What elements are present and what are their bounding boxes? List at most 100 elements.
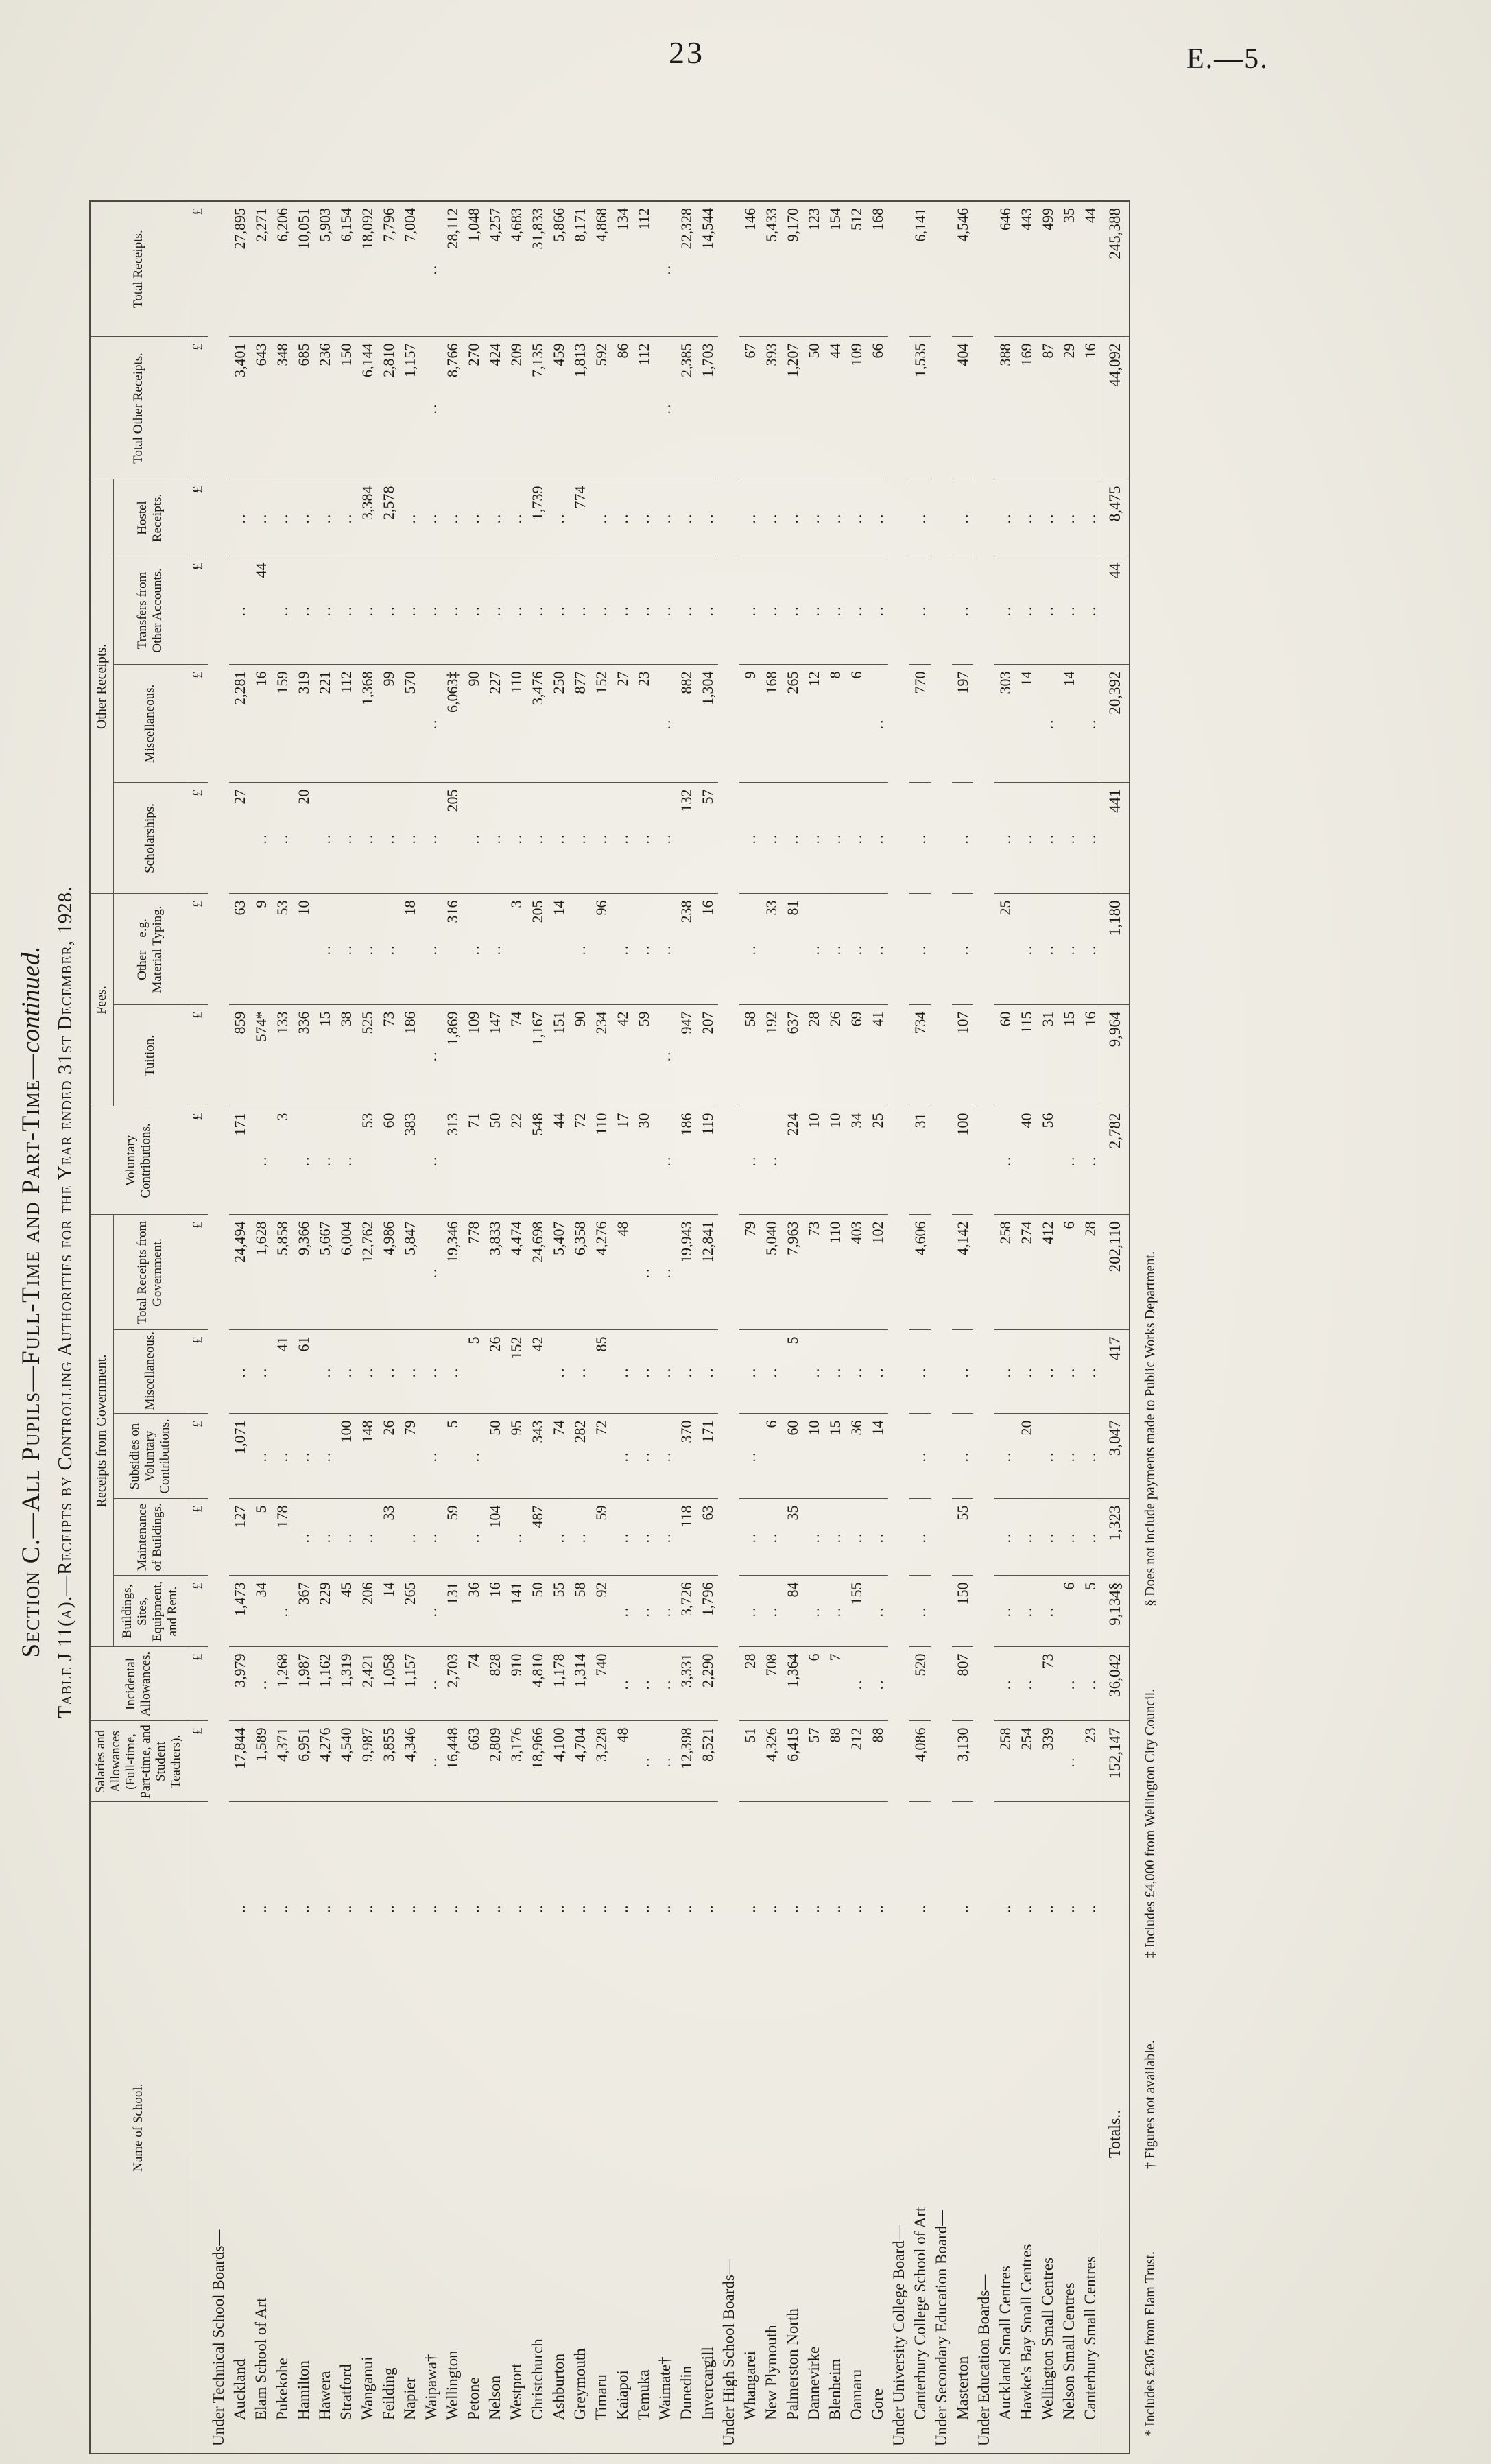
- cell-total-other: 87: [1037, 336, 1059, 479]
- cell-misc-other: 159: [272, 664, 294, 783]
- table-header: Name of School. Salaries and Allowances …: [90, 200, 187, 2454]
- cell-total-govt: 7,963: [782, 1215, 804, 1330]
- school-name: Feilding..: [378, 1802, 400, 2454]
- cell-fees-other: ..: [654, 893, 676, 1005]
- cell-subsidies: 15: [824, 1414, 846, 1499]
- cell-subsidies: ..: [1037, 1414, 1059, 1499]
- cell-buildings: 367: [293, 1576, 315, 1647]
- cell-total-govt: ..: [420, 1215, 442, 1330]
- cell-total-govt: 6: [1058, 1215, 1080, 1330]
- school-name-text: Feilding: [379, 2367, 397, 2420]
- cell-fees-other: ..: [909, 893, 931, 1005]
- dot-leader: ..: [358, 1905, 376, 1914]
- cell-total-govt: 24,698: [527, 1215, 549, 1330]
- school-name: Gore..: [867, 1802, 889, 2454]
- cell-salaries: 3,855: [378, 1721, 400, 1802]
- cell-misc-other: 877: [569, 664, 591, 783]
- school-row: Dunedin.. 12,398 3,331 3,726 118 370.. 19,943 1…: [676, 200, 697, 2454]
- cell-hostel: ..: [654, 479, 676, 556]
- school-name-wrap: Hawera..: [316, 1803, 334, 2421]
- cell-total-other: 2,385: [676, 336, 697, 479]
- cell-tuition: 859: [229, 1005, 251, 1106]
- cell-voluntary: 17: [612, 1106, 634, 1215]
- cell-scholarships: ..: [591, 782, 612, 894]
- school-name-text: Palmerston North: [783, 2308, 801, 2420]
- cell-incidental: 36,042: [1101, 1647, 1130, 1721]
- cell-maintenance: 487: [527, 1499, 549, 1576]
- cell-hostel: ..: [484, 479, 506, 556]
- dot-leader: ..: [592, 1905, 610, 1914]
- school-name-text: Petone: [464, 2377, 482, 2420]
- cell-subsidies: ..: [654, 1414, 676, 1499]
- cell-misc-govt: 26: [484, 1330, 506, 1414]
- cell-fees-other: ..: [803, 893, 825, 1005]
- cell-salaries: 2,809: [484, 1721, 506, 1802]
- currency-symbol-hostel: £: [187, 479, 208, 556]
- cell-voluntary: 25: [867, 1106, 889, 1215]
- cell-fees-other: 18: [399, 893, 421, 1005]
- cell-total-govt: 12,841: [697, 1215, 719, 1330]
- board-group-label: Under High School Boards—: [718, 200, 740, 2454]
- header-group-receipts-from-government: Receipts from Government.: [90, 1215, 114, 1647]
- cell-salaries: 23: [1080, 1721, 1101, 1802]
- cell-incidental: 7: [824, 1647, 846, 1721]
- cell-voluntary: 44: [548, 1106, 570, 1215]
- cell-salaries: 48: [612, 1721, 634, 1802]
- dot-leader: ..: [698, 1905, 716, 1914]
- cell-total-govt: 28: [1080, 1215, 1101, 1330]
- cell-fees-other: 14: [548, 893, 570, 1005]
- school-name: Nelson Small Centres..: [1058, 1802, 1080, 2454]
- school-name: Ashburton..: [548, 1802, 570, 2454]
- school-name: Pukekohe..: [272, 1802, 294, 2454]
- school-name: Dannevirke..: [803, 1802, 825, 2454]
- cell-misc-govt: ..: [357, 1330, 379, 1414]
- cell-buildings: 36: [463, 1576, 485, 1647]
- school-row: Blenheim.. 88 7.... 15.. 110 10 26.... 8.... 44 1…: [824, 200, 846, 2454]
- cell-scholarships: ..: [739, 782, 761, 894]
- cell-fees-other: 25: [994, 893, 1016, 1005]
- header-tuition: Tuition.: [113, 1005, 187, 1106]
- cell-tuition: 38: [335, 1005, 357, 1106]
- cell-subsidies: ..: [909, 1414, 931, 1499]
- section-title-main: Section C.—All Pupils—Full-Time and Part…: [17, 1052, 45, 1658]
- school-name-wrap: Timaru..: [593, 1803, 610, 2421]
- cell-misc-govt: ..: [612, 1330, 634, 1414]
- cell-total-govt: 4,276: [591, 1215, 612, 1330]
- school-name: Auckland..: [229, 1802, 251, 2454]
- cell-fees-other: ..: [569, 893, 591, 1005]
- school-name-wrap: Waipawa†..: [422, 1803, 440, 2421]
- school-row: Wellington Small Centres.. 339 73........ 4…: [1037, 200, 1059, 2454]
- cell-transfers: ..: [803, 556, 825, 665]
- cell-misc-other: 99: [378, 664, 400, 783]
- cell-fees-other: 53: [272, 893, 294, 1005]
- cell-tuition: 9,964: [1101, 1005, 1130, 1106]
- cell-hostel: ..: [909, 479, 931, 556]
- cell-incidental: ..: [867, 1647, 889, 1721]
- cell-fees-other: ..: [867, 893, 889, 1005]
- cell-fees-other: ..: [1037, 893, 1059, 1005]
- school-row: Temuka................ 30 59.... 23.... 112 1…: [633, 200, 655, 2454]
- cell-total-govt: 102: [867, 1215, 889, 1330]
- cell-total-other: 1,703: [697, 336, 719, 479]
- school-name-wrap: Canterbury Small Centres..: [1082, 1803, 1099, 2421]
- cell-misc-other: ..: [867, 664, 889, 783]
- cell-misc-govt: ..: [314, 1330, 336, 1414]
- cell-incidental: 1,314: [569, 1647, 591, 1721]
- cell-fees-other: ..: [1080, 893, 1101, 1005]
- cell-scholarships: 205: [442, 782, 464, 894]
- cell-salaries: 4,100: [548, 1721, 570, 1802]
- cell-subsidies: 10: [803, 1414, 825, 1499]
- cell-salaries: 8,521: [697, 1721, 719, 1802]
- cell-subsidies: 79: [399, 1414, 421, 1499]
- cell-salaries: 57: [803, 1721, 825, 1802]
- school-name-wrap: Invercargill..: [699, 1803, 717, 2421]
- cell-transfers: ..: [782, 556, 804, 665]
- dot-leader: ..: [762, 1905, 780, 1914]
- cell-maintenance: 55: [952, 1499, 974, 1576]
- cell-subsidies: ..: [463, 1414, 485, 1499]
- cell-scholarships: ..: [909, 782, 931, 894]
- cell-fees-other: 96: [591, 893, 612, 1005]
- cell-scholarships: ..: [569, 782, 591, 894]
- cell-subsidies: 171: [697, 1414, 719, 1499]
- school-name-wrap: Westport..: [508, 1803, 525, 2421]
